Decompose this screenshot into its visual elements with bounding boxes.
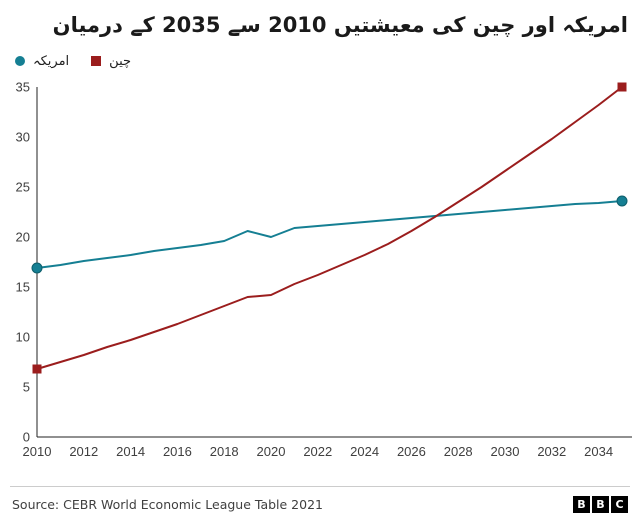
usa-series-marker-icon [15, 56, 25, 67]
svg-text:2024: 2024 [350, 444, 379, 459]
svg-text:2032: 2032 [537, 444, 566, 459]
bbc-logo-block-b2: B [592, 496, 609, 513]
svg-text:5: 5 [23, 380, 30, 395]
svg-text:15: 15 [16, 280, 30, 295]
bbc-logo-block-c: C [611, 496, 628, 513]
svg-text:2030: 2030 [491, 444, 520, 459]
footer-divider [10, 486, 630, 487]
legend: امریکہ چین [0, 39, 640, 75]
line-chart: 0 5 10 15 20 25 30 35 2010 2012 2014 2016 2018 2020 20… [16, 80, 632, 459]
legend-label-usa: امریکہ [33, 53, 70, 69]
svg-text:2014: 2014 [116, 444, 145, 459]
source-text: Source: CEBR World Economic League Table… [12, 497, 323, 512]
chart-title: امریکہ اور چین کی معیشتیں 2010 سے 2035 ک… [52, 13, 628, 37]
svg-text:35: 35 [16, 80, 30, 95]
svg-text:2020: 2020 [257, 444, 286, 459]
bbc-logo: B B C [573, 496, 628, 513]
svg-text:2016: 2016 [163, 444, 192, 459]
svg-text:10: 10 [16, 330, 30, 345]
svg-text:0: 0 [23, 430, 30, 445]
china-series-marker-icon [91, 56, 102, 67]
legend-label-china: چین [109, 53, 132, 69]
svg-text:2012: 2012 [69, 444, 98, 459]
bbc-logo-block-b1: B [573, 496, 590, 513]
footer: Source: CEBR World Economic League Table… [0, 486, 640, 513]
svg-text:2028: 2028 [444, 444, 473, 459]
svg-text:2018: 2018 [210, 444, 239, 459]
svg-text:2026: 2026 [397, 444, 426, 459]
svg-text:2022: 2022 [303, 444, 332, 459]
svg-text:20: 20 [16, 230, 30, 245]
svg-text:30: 30 [16, 130, 30, 145]
legend-item-usa: امریکہ [15, 54, 69, 69]
svg-text:2034: 2034 [584, 444, 613, 459]
legend-item-china: چین [91, 54, 131, 69]
svg-text:25: 25 [16, 180, 30, 195]
svg-text:2010: 2010 [23, 444, 52, 459]
